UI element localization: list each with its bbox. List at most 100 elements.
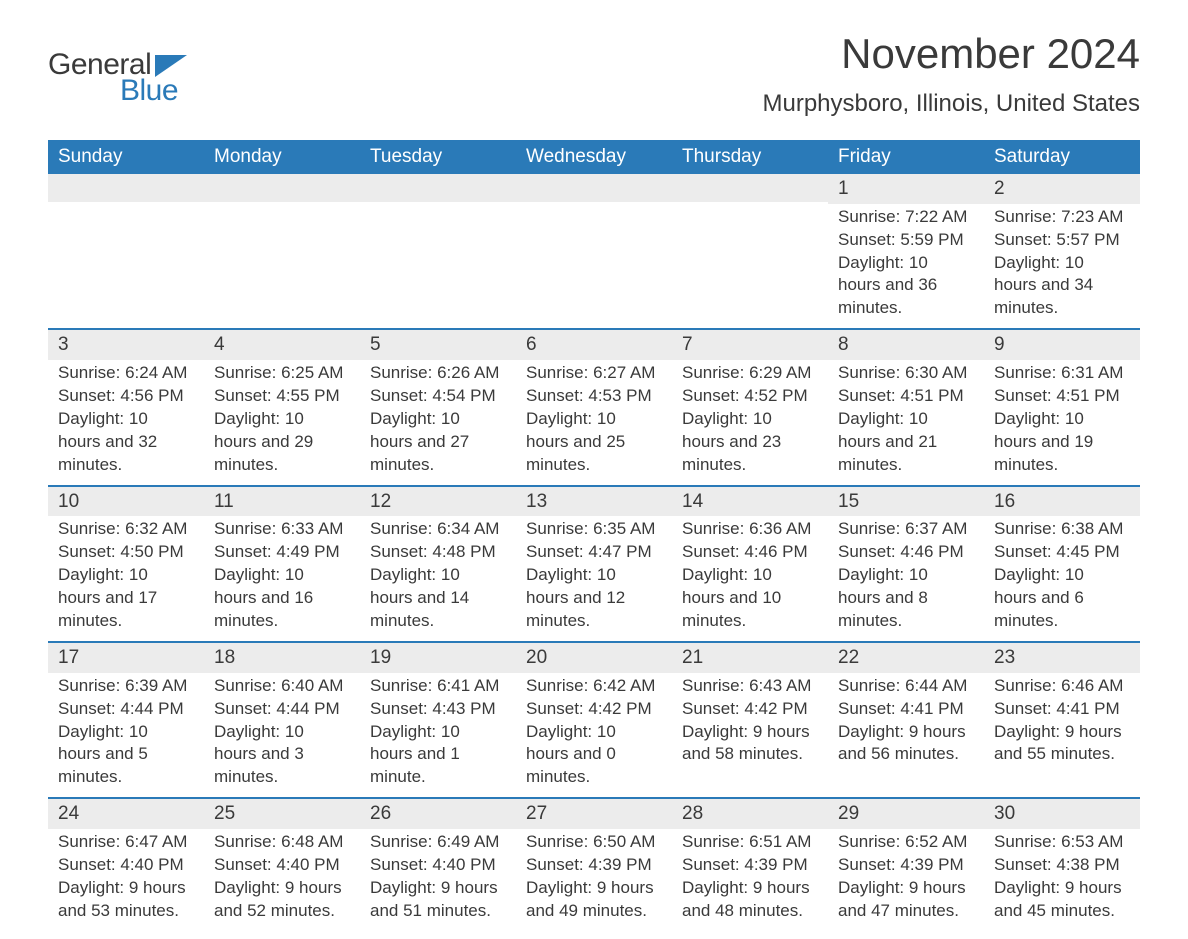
day-body: Sunrise: 6:33 AMSunset: 4:49 PMDaylight:… (204, 516, 360, 641)
day-cell: 12Sunrise: 6:34 AMSunset: 4:48 PMDayligh… (360, 487, 516, 641)
sunset-text: Sunset: 4:41 PM (838, 698, 974, 721)
sunrise-text: Sunrise: 6:41 AM (370, 675, 506, 698)
dow-cell: Tuesday (360, 140, 516, 174)
day-body: Sunrise: 6:47 AMSunset: 4:40 PMDaylight:… (48, 829, 204, 931)
sunset-text: Sunset: 4:40 PM (58, 854, 194, 877)
day-cell: 7Sunrise: 6:29 AMSunset: 4:52 PMDaylight… (672, 330, 828, 484)
sunset-text: Sunset: 4:53 PM (526, 385, 662, 408)
day-cell (204, 174, 360, 328)
day-body: Sunrise: 6:50 AMSunset: 4:39 PMDaylight:… (516, 829, 672, 931)
dow-cell: Friday (828, 140, 984, 174)
day-cell: 14Sunrise: 6:36 AMSunset: 4:46 PMDayligh… (672, 487, 828, 641)
day-cell (48, 174, 204, 328)
sunset-text: Sunset: 4:44 PM (58, 698, 194, 721)
day-number: 10 (48, 487, 204, 517)
sunset-text: Sunset: 5:57 PM (994, 229, 1130, 252)
empty-day-header (516, 174, 672, 202)
day-number: 28 (672, 799, 828, 829)
day-cell: 24Sunrise: 6:47 AMSunset: 4:40 PMDayligh… (48, 799, 204, 939)
day-body: Sunrise: 6:40 AMSunset: 4:44 PMDaylight:… (204, 673, 360, 798)
sunrise-text: Sunrise: 6:36 AM (682, 518, 818, 541)
day-cell: 19Sunrise: 6:41 AMSunset: 4:43 PMDayligh… (360, 643, 516, 797)
sunrise-text: Sunrise: 7:22 AM (838, 206, 974, 229)
day-cell: 21Sunrise: 6:43 AMSunset: 4:42 PMDayligh… (672, 643, 828, 797)
day-body: Sunrise: 6:30 AMSunset: 4:51 PMDaylight:… (828, 360, 984, 485)
daylight-text: Daylight: 9 hours and 58 minutes. (682, 721, 818, 767)
day-cell: 25Sunrise: 6:48 AMSunset: 4:40 PMDayligh… (204, 799, 360, 939)
sunrise-text: Sunrise: 6:35 AM (526, 518, 662, 541)
sunset-text: Sunset: 4:55 PM (214, 385, 350, 408)
day-cell: 4Sunrise: 6:25 AMSunset: 4:55 PMDaylight… (204, 330, 360, 484)
sunrise-text: Sunrise: 6:30 AM (838, 362, 974, 385)
day-body: Sunrise: 6:24 AMSunset: 4:56 PMDaylight:… (48, 360, 204, 485)
daylight-text: Daylight: 10 hours and 29 minutes. (214, 408, 350, 477)
sunset-text: Sunset: 4:39 PM (682, 854, 818, 877)
sunset-text: Sunset: 4:38 PM (994, 854, 1130, 877)
daylight-text: Daylight: 10 hours and 0 minutes. (526, 721, 662, 790)
daylight-text: Daylight: 10 hours and 34 minutes. (994, 252, 1130, 321)
day-number: 22 (828, 643, 984, 673)
day-cell: 22Sunrise: 6:44 AMSunset: 4:41 PMDayligh… (828, 643, 984, 797)
day-cell: 2Sunrise: 7:23 AMSunset: 5:57 PMDaylight… (984, 174, 1140, 328)
sunrise-text: Sunrise: 6:27 AM (526, 362, 662, 385)
day-body: Sunrise: 6:51 AMSunset: 4:39 PMDaylight:… (672, 829, 828, 931)
sunrise-text: Sunrise: 6:29 AM (682, 362, 818, 385)
month-title: November 2024 (762, 30, 1140, 78)
week-row: 1Sunrise: 7:22 AMSunset: 5:59 PMDaylight… (48, 174, 1140, 328)
day-number: 2 (984, 174, 1140, 204)
sunset-text: Sunset: 4:51 PM (994, 385, 1130, 408)
sunset-text: Sunset: 4:56 PM (58, 385, 194, 408)
week-row: 3Sunrise: 6:24 AMSunset: 4:56 PMDaylight… (48, 328, 1140, 484)
day-body: Sunrise: 6:52 AMSunset: 4:39 PMDaylight:… (828, 829, 984, 931)
day-number: 24 (48, 799, 204, 829)
weeks-container: 1Sunrise: 7:22 AMSunset: 5:59 PMDaylight… (48, 174, 1140, 939)
sunrise-text: Sunrise: 6:53 AM (994, 831, 1130, 854)
day-cell: 16Sunrise: 6:38 AMSunset: 4:45 PMDayligh… (984, 487, 1140, 641)
daylight-text: Daylight: 10 hours and 3 minutes. (214, 721, 350, 790)
day-of-week-header: SundayMondayTuesdayWednesdayThursdayFrid… (48, 140, 1140, 174)
empty-day-header (672, 174, 828, 202)
header: General Blue November 2024 Murphysboro, … (48, 30, 1140, 132)
daylight-text: Daylight: 9 hours and 53 minutes. (58, 877, 194, 923)
day-number: 19 (360, 643, 516, 673)
day-number: 20 (516, 643, 672, 673)
sunrise-text: Sunrise: 6:32 AM (58, 518, 194, 541)
sunset-text: Sunset: 4:44 PM (214, 698, 350, 721)
day-cell: 1Sunrise: 7:22 AMSunset: 5:59 PMDaylight… (828, 174, 984, 328)
day-body: Sunrise: 6:29 AMSunset: 4:52 PMDaylight:… (672, 360, 828, 485)
day-cell: 5Sunrise: 6:26 AMSunset: 4:54 PMDaylight… (360, 330, 516, 484)
daylight-text: Daylight: 9 hours and 56 minutes. (838, 721, 974, 767)
day-number: 25 (204, 799, 360, 829)
sunset-text: Sunset: 4:48 PM (370, 541, 506, 564)
day-cell: 27Sunrise: 6:50 AMSunset: 4:39 PMDayligh… (516, 799, 672, 939)
day-number: 7 (672, 330, 828, 360)
sunrise-text: Sunrise: 6:49 AM (370, 831, 506, 854)
day-body: Sunrise: 6:37 AMSunset: 4:46 PMDaylight:… (828, 516, 984, 641)
day-number: 18 (204, 643, 360, 673)
day-body: Sunrise: 6:49 AMSunset: 4:40 PMDaylight:… (360, 829, 516, 931)
sunrise-text: Sunrise: 6:50 AM (526, 831, 662, 854)
daylight-text: Daylight: 10 hours and 16 minutes. (214, 564, 350, 633)
day-number: 30 (984, 799, 1140, 829)
sunset-text: Sunset: 4:41 PM (994, 698, 1130, 721)
day-cell: 11Sunrise: 6:33 AMSunset: 4:49 PMDayligh… (204, 487, 360, 641)
location: Murphysboro, Illinois, United States (762, 90, 1140, 118)
sunrise-text: Sunrise: 6:52 AM (838, 831, 974, 854)
sunset-text: Sunset: 4:45 PM (994, 541, 1130, 564)
day-body: Sunrise: 6:26 AMSunset: 4:54 PMDaylight:… (360, 360, 516, 485)
day-number: 21 (672, 643, 828, 673)
sunrise-text: Sunrise: 6:51 AM (682, 831, 818, 854)
day-cell (516, 174, 672, 328)
empty-day-header (204, 174, 360, 202)
day-number: 14 (672, 487, 828, 517)
day-number: 8 (828, 330, 984, 360)
daylight-text: Daylight: 10 hours and 32 minutes. (58, 408, 194, 477)
day-cell: 8Sunrise: 6:30 AMSunset: 4:51 PMDaylight… (828, 330, 984, 484)
day-body: Sunrise: 7:23 AMSunset: 5:57 PMDaylight:… (984, 204, 1140, 329)
day-cell: 6Sunrise: 6:27 AMSunset: 4:53 PMDaylight… (516, 330, 672, 484)
day-body: Sunrise: 6:32 AMSunset: 4:50 PMDaylight:… (48, 516, 204, 641)
day-number: 4 (204, 330, 360, 360)
day-number: 6 (516, 330, 672, 360)
daylight-text: Daylight: 9 hours and 45 minutes. (994, 877, 1130, 923)
day-body: Sunrise: 6:25 AMSunset: 4:55 PMDaylight:… (204, 360, 360, 485)
